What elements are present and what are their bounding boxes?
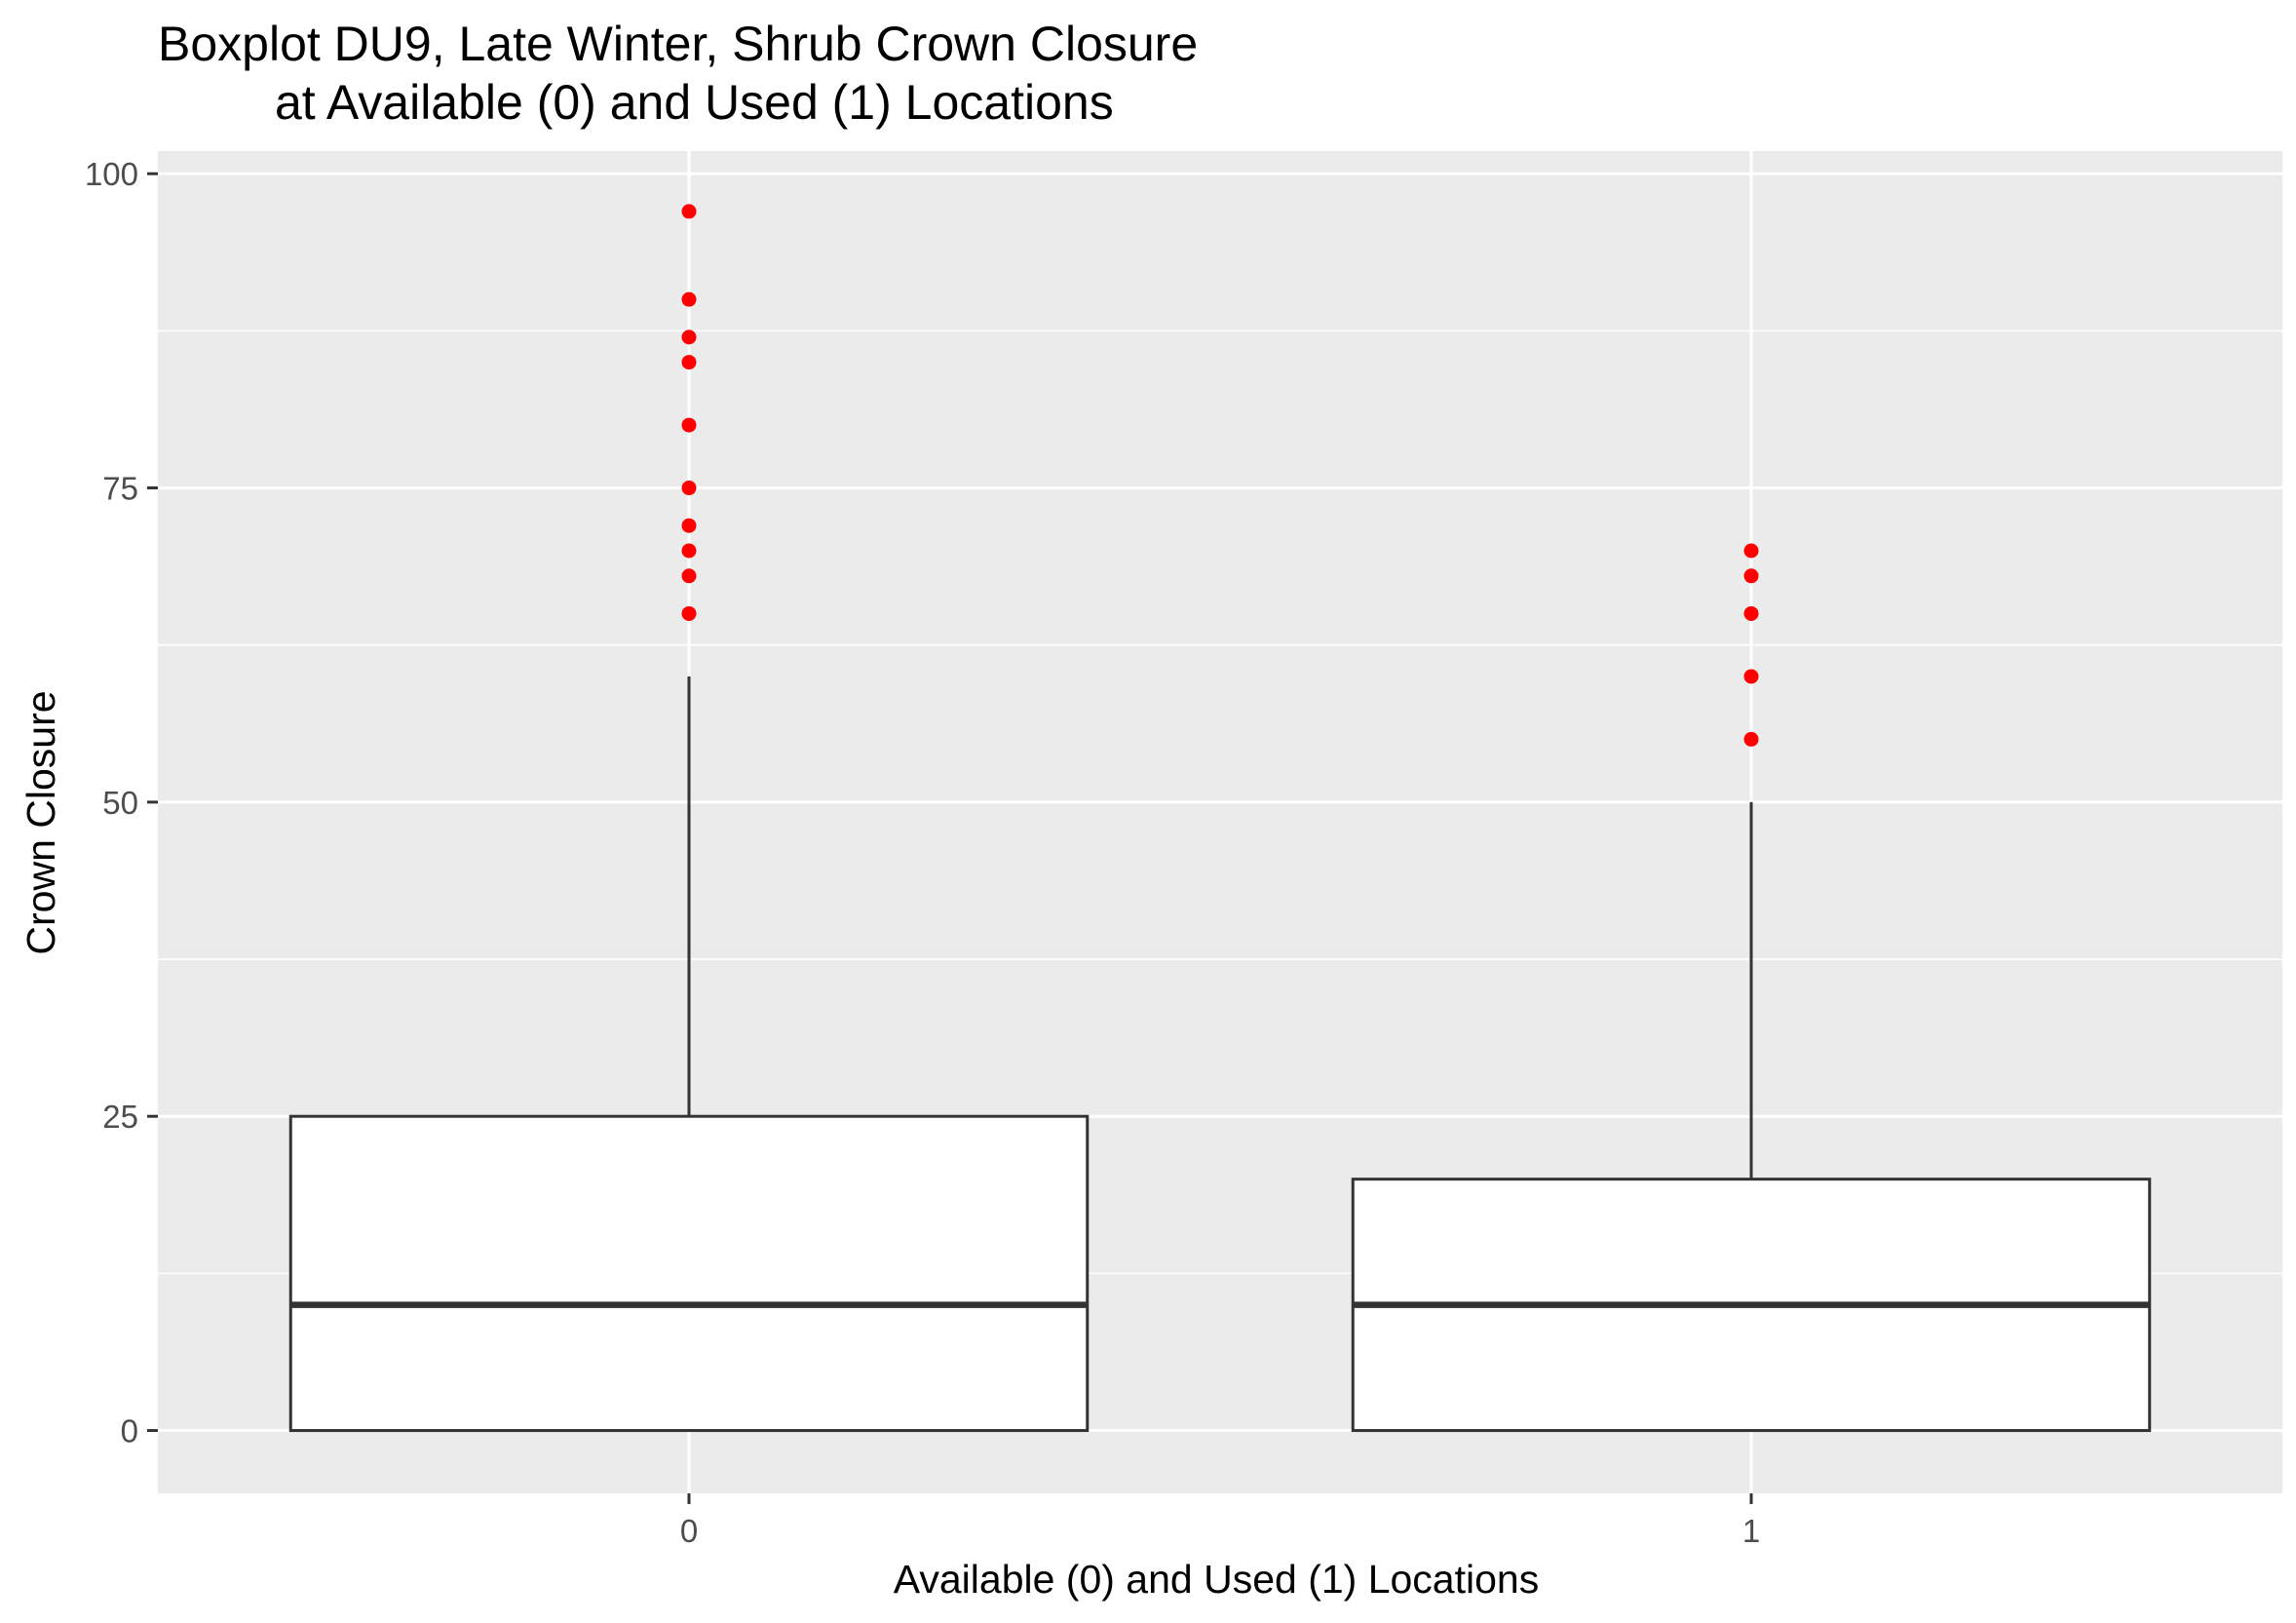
outlier-point	[681, 417, 697, 433]
outlier-point	[1743, 731, 1759, 747]
outlier-point	[681, 481, 697, 496]
outlier-point	[681, 605, 697, 621]
outlier-point	[1743, 605, 1759, 621]
chart-title-line-1: Boxplot DU9, Late Winter, Shrub Crown Cl…	[158, 17, 1198, 71]
y-tick-label: 50	[102, 785, 138, 821]
y-axis-title: Crown Closure	[19, 690, 63, 954]
box-iqr	[288, 1114, 1090, 1433]
outlier-point	[1743, 543, 1759, 559]
y-tick-label: 75	[102, 471, 138, 507]
outlier-point	[681, 291, 697, 307]
outlier-point	[681, 568, 697, 584]
outlier-point	[681, 329, 697, 345]
y-tick-label: 100	[85, 156, 138, 192]
y-tick-label: 0	[121, 1413, 138, 1449]
outlier-point	[681, 518, 697, 533]
x-axis-title: Available (0) and Used (1) Locations	[894, 1557, 1539, 1602]
outlier-point	[681, 355, 697, 370]
chart-title-line-2: at Available (0) and Used (1) Locations	[275, 75, 1114, 130]
x-tick-label: 1	[1742, 1513, 1760, 1549]
outlier-point	[1743, 568, 1759, 584]
outlier-point	[681, 204, 697, 219]
outlier-point	[681, 543, 697, 559]
x-tick-label: 0	[680, 1513, 698, 1549]
y-tick-label: 25	[102, 1099, 138, 1135]
outlier-point	[1743, 669, 1759, 684]
